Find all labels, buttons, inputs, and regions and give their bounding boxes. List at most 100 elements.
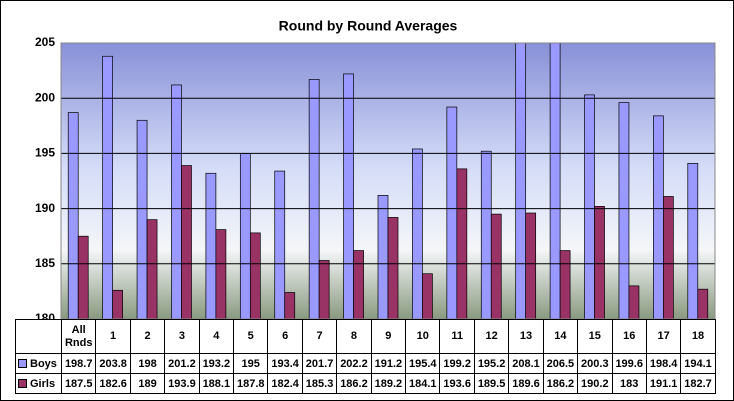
x-tick-label: 18 xyxy=(680,319,716,354)
bar xyxy=(308,79,320,319)
x-tick-label: 13 xyxy=(508,319,544,354)
data-cell: 208.1 xyxy=(508,353,544,374)
bar xyxy=(456,168,468,319)
data-cell: 195.4 xyxy=(405,353,441,374)
bar xyxy=(353,250,364,319)
data-cell: 184.1 xyxy=(405,373,441,394)
series-row: Girls 187.5 182.6 189 193.9 188.1 187.8 182.4 18… xyxy=(15,373,716,394)
y-tick-label: 195 xyxy=(35,146,55,160)
x-tick-label: 1 xyxy=(95,319,131,354)
bar xyxy=(215,229,227,319)
data-cell: 194.1 xyxy=(680,353,716,374)
bar xyxy=(584,94,595,319)
bar xyxy=(653,115,664,319)
legend-label: Boys xyxy=(30,357,57,370)
chart-plot: Round by Round Averages 180 185 190 195 200 2… xyxy=(35,18,716,319)
data-cell: 198 xyxy=(129,353,166,374)
bar xyxy=(67,112,79,319)
bar xyxy=(181,165,192,319)
legend-entry: Girls xyxy=(15,373,62,394)
x-tick-label: 11 xyxy=(439,319,475,354)
x-tick-label: 6 xyxy=(267,319,303,354)
data-cell: 201.7 xyxy=(301,353,338,374)
data-cell: 182.7 xyxy=(680,373,716,394)
bar xyxy=(112,289,123,319)
data-cell: 190.2 xyxy=(577,373,613,394)
x-tick-label: 14 xyxy=(542,319,579,354)
x-tick-label: 2 xyxy=(129,319,166,354)
data-cell: 206.5 xyxy=(542,353,579,374)
data-cell: 187.8 xyxy=(233,373,269,394)
bar xyxy=(490,213,502,319)
legend-swatch xyxy=(18,359,27,369)
category-row: All Rnds 1 2 3 4 5 6 7 8 9 10 11 12 13 14 15 16 17 18 xyxy=(15,319,716,354)
bar xyxy=(205,172,217,319)
data-cell: 193.2 xyxy=(198,353,235,374)
data-cell: 189.2 xyxy=(370,373,407,394)
bar xyxy=(446,106,458,319)
corner-cell xyxy=(15,319,62,354)
bar xyxy=(628,285,640,319)
bar xyxy=(618,102,630,319)
bar xyxy=(515,43,527,319)
data-cell: 182.4 xyxy=(267,373,303,394)
legend-label: Girls xyxy=(30,377,56,390)
y-tick-label: 205 xyxy=(35,35,55,49)
y-tick-label: 200 xyxy=(35,90,55,104)
bar xyxy=(77,235,89,319)
y-tick-label: 180 xyxy=(35,311,55,319)
bar xyxy=(525,212,537,319)
data-cell: 189.5 xyxy=(473,373,510,394)
bar xyxy=(480,150,492,319)
x-tick-label: 10 xyxy=(405,319,441,354)
bar xyxy=(343,73,354,319)
data-cell: 201.2 xyxy=(164,353,200,374)
data-cell: 199.6 xyxy=(611,353,647,374)
bar xyxy=(146,219,158,319)
data-cell: 189.6 xyxy=(508,373,544,394)
bar xyxy=(549,43,561,319)
x-tick-label: 5 xyxy=(233,319,269,354)
bar xyxy=(387,217,399,319)
x-tick-label: 4 xyxy=(198,319,235,354)
data-cell: 182.6 xyxy=(95,373,131,394)
bar xyxy=(687,162,699,319)
x-tick-label: 15 xyxy=(577,319,613,354)
data-cell: 185.3 xyxy=(301,373,338,394)
bar xyxy=(318,260,330,319)
data-cell: 193.6 xyxy=(439,373,475,394)
bar xyxy=(377,195,389,319)
x-tick-label: 17 xyxy=(645,319,682,354)
bar xyxy=(663,196,674,319)
series-row: Boys 198.7 203.8 198 201.2 193.2 195 193.4 201.7… xyxy=(15,353,716,374)
legend-swatch xyxy=(18,379,27,389)
plot-border xyxy=(60,42,716,319)
bar xyxy=(422,273,433,319)
data-cell: 198.4 xyxy=(645,353,682,374)
x-tick-label: 12 xyxy=(473,319,510,354)
data-cell: 193.4 xyxy=(267,353,303,374)
data-cell: 195.2 xyxy=(473,353,510,374)
x-tick-label: 16 xyxy=(611,319,647,354)
bars xyxy=(67,43,709,319)
bar xyxy=(249,232,261,319)
bar xyxy=(102,55,113,319)
data-cell: 186.2 xyxy=(336,373,372,394)
bar xyxy=(171,84,182,319)
data-cell: 188.1 xyxy=(198,373,235,394)
y-tick-label: 190 xyxy=(35,201,55,215)
y-tick-label: 185 xyxy=(35,256,55,270)
data-cell: 186.2 xyxy=(542,373,579,394)
x-tick-label: All Rnds xyxy=(60,319,97,354)
bar xyxy=(559,250,571,319)
bar xyxy=(412,148,423,319)
x-tick-label: 8 xyxy=(336,319,372,354)
data-cell: 195 xyxy=(233,353,269,374)
data-table: All Rnds 1 2 3 4 5 6 7 8 9 10 11 12 13 14 15 16 17 18 Boys 1… xyxy=(15,319,716,394)
data-cell: 187.5 xyxy=(60,373,97,394)
bar xyxy=(274,170,286,319)
data-cell: 191.2 xyxy=(370,353,407,374)
data-cell: 199.2 xyxy=(439,353,475,374)
data-cell: 191.1 xyxy=(645,373,682,394)
